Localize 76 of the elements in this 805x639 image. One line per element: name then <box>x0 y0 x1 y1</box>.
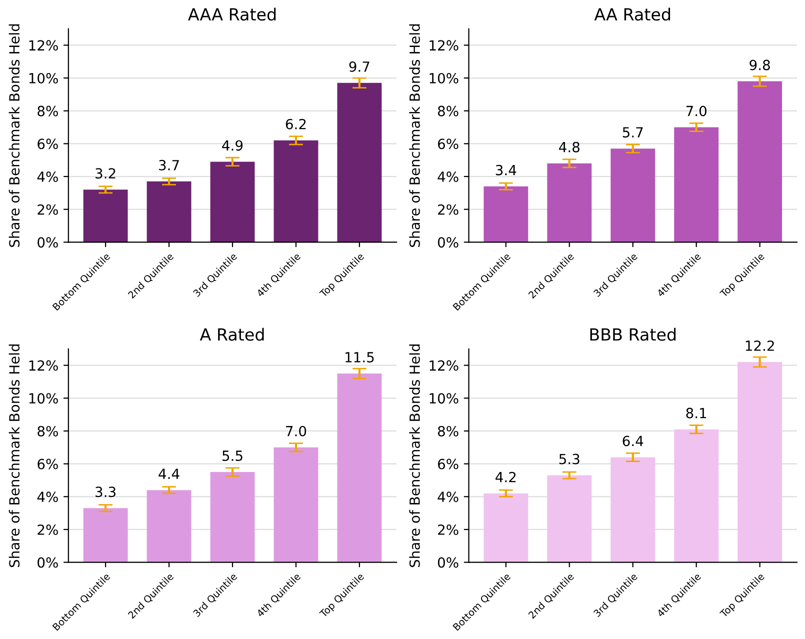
data-label: 7.0 <box>686 106 706 116</box>
data-label: 5.5 <box>222 450 242 461</box>
y-tick-label: 0% <box>38 237 58 248</box>
data-label: 11.5 <box>346 352 374 362</box>
bar <box>547 475 592 562</box>
bar <box>274 140 318 242</box>
bar <box>146 181 192 242</box>
bar <box>210 472 255 562</box>
y-tick-label: 6% <box>38 458 58 470</box>
data-label: 5.3 <box>559 454 580 464</box>
y-tick-label: 4% <box>37 171 58 182</box>
chart-title: BBB Rated <box>590 328 676 341</box>
y-tick-label: 12% <box>29 360 58 371</box>
bar <box>738 81 782 242</box>
y-axis-title: Share of Benchmark Bonds Held <box>8 344 20 568</box>
y-tick-label: 0% <box>38 557 58 568</box>
bar <box>610 457 656 562</box>
bar <box>484 186 528 242</box>
y-tick-label: 0% <box>438 237 458 248</box>
bar <box>674 429 719 562</box>
y-tick-label: 10% <box>29 393 58 404</box>
y-tick-label: 12% <box>430 40 458 51</box>
bar <box>83 508 128 562</box>
y-tick-label: 6% <box>438 458 458 470</box>
bar <box>610 148 656 242</box>
y-tick-label: 2% <box>38 524 58 535</box>
y-tick-label: 2% <box>438 204 458 215</box>
data-label: 3.2 <box>96 168 116 179</box>
data-label: 9.7 <box>349 61 370 72</box>
data-label: 3.3 <box>96 486 116 498</box>
data-label: 7.0 <box>286 426 306 436</box>
y-tick-label: 10% <box>430 393 458 404</box>
y-tick-label: 2% <box>438 524 458 535</box>
bar <box>674 127 719 242</box>
y-axis-title: Share of Benchmark Bonds Held <box>8 24 20 247</box>
y-tick-label: 12% <box>430 360 458 371</box>
data-label: 4.2 <box>496 472 516 482</box>
y-tick-label: 8% <box>438 106 458 116</box>
y-axis-title: Share of Benchmark Bonds Held <box>409 24 420 247</box>
bar <box>738 362 782 562</box>
bar <box>274 447 318 562</box>
y-tick-label: 4% <box>438 171 458 182</box>
y-tick-label: 6% <box>438 138 458 150</box>
bar <box>146 490 192 562</box>
y-tick-label: 8% <box>38 106 58 116</box>
bar <box>547 163 592 242</box>
y-tick-label: 6% <box>38 138 58 150</box>
data-label: 5.7 <box>622 127 643 138</box>
y-tick-label: 8% <box>438 426 458 436</box>
data-label: 4.4 <box>158 468 180 479</box>
y-tick-label: 4% <box>37 492 58 502</box>
chart-title: AAA Rated <box>188 8 276 21</box>
bar <box>484 493 528 562</box>
y-tick-label: 8% <box>38 426 58 436</box>
y-axis-title: Share of Benchmark Bonds Held <box>409 344 420 568</box>
bar <box>83 190 128 242</box>
data-label: 9.8 <box>750 60 770 70</box>
y-tick-label: 10% <box>430 72 458 84</box>
bar <box>337 82 382 242</box>
y-tick-label: 12% <box>29 40 58 51</box>
bar <box>337 374 382 562</box>
y-tick-label: 4% <box>438 492 458 502</box>
y-tick-label: 2% <box>38 204 58 215</box>
chart-title: AA Rated <box>594 8 670 21</box>
y-tick-label: 0% <box>438 557 458 568</box>
data-label: 6.2 <box>286 118 306 130</box>
chart-title: A Rated <box>200 328 264 341</box>
data-label: 8.1 <box>686 408 706 418</box>
data-label: 4.9 <box>222 140 243 151</box>
y-tick-label: 10% <box>29 72 58 84</box>
data-label: 3.4 <box>496 164 516 176</box>
data-label: 4.8 <box>559 142 580 152</box>
data-label: 3.7 <box>159 160 179 170</box>
data-label: 6.4 <box>622 436 644 446</box>
data-label: 12.2 <box>746 340 774 351</box>
bar <box>210 162 255 242</box>
